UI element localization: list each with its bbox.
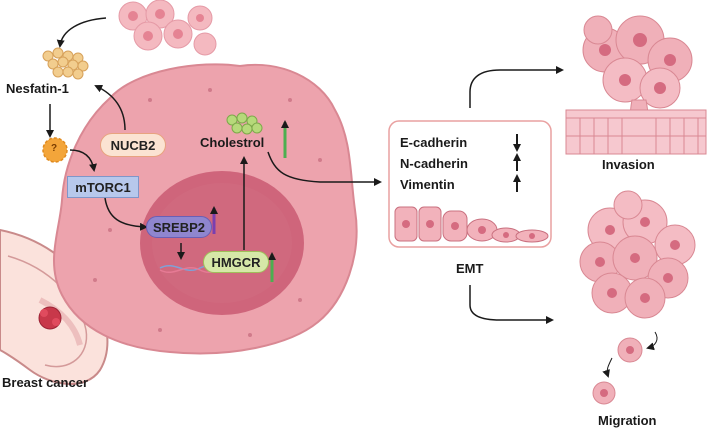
migration-label: Migration — [598, 413, 657, 428]
arrow-mtorc1-to-srebp2 — [104, 197, 148, 231]
mtorc1-node: mTORC1 — [67, 176, 139, 198]
emt-marker-e-cadherin: E-cadherin — [400, 135, 468, 150]
hmgcr-node: HMGCR — [203, 251, 269, 273]
unknown-receptor-badge — [42, 137, 68, 163]
emt-marker-vimentin: Vimentin — [400, 177, 455, 192]
arrow-receptor-to-mtorc1 — [69, 149, 97, 172]
cholesterol-droplets — [226, 112, 263, 135]
nucb2-node: NUCB2 — [100, 133, 166, 157]
arrow-nucb2-to-nesfatin — [94, 84, 126, 131]
arrow-cluster-to-nesfatin — [56, 17, 107, 48]
arrow-emt-to-invasion — [469, 66, 564, 108]
arrow-cholesterol-to-emt — [267, 151, 382, 186]
emt-marker-n-cadherin: N-cadherin — [400, 156, 468, 171]
invasion-label: Invasion — [602, 157, 655, 172]
arrow-emt-to-migration — [469, 285, 554, 324]
tumor-cell-cluster-top — [118, 0, 217, 56]
cell-speckles — [93, 88, 322, 337]
breast-illustration — [0, 228, 109, 385]
emt-label: EMT — [456, 261, 484, 276]
invasion-illustration — [565, 15, 707, 155]
breast-cancer-label: Breast cancer — [2, 375, 88, 390]
cholesterol-label: Cholestrol — [200, 135, 265, 150]
nesfatin-label: Nesfatin-1 — [6, 81, 69, 96]
nesfatin-granules — [42, 47, 89, 80]
emt-cell-row — [394, 206, 549, 243]
question-mark: ? — [51, 143, 58, 154]
srebp2-node: SREBP2 — [146, 216, 212, 238]
migration-illustration — [579, 190, 696, 405]
